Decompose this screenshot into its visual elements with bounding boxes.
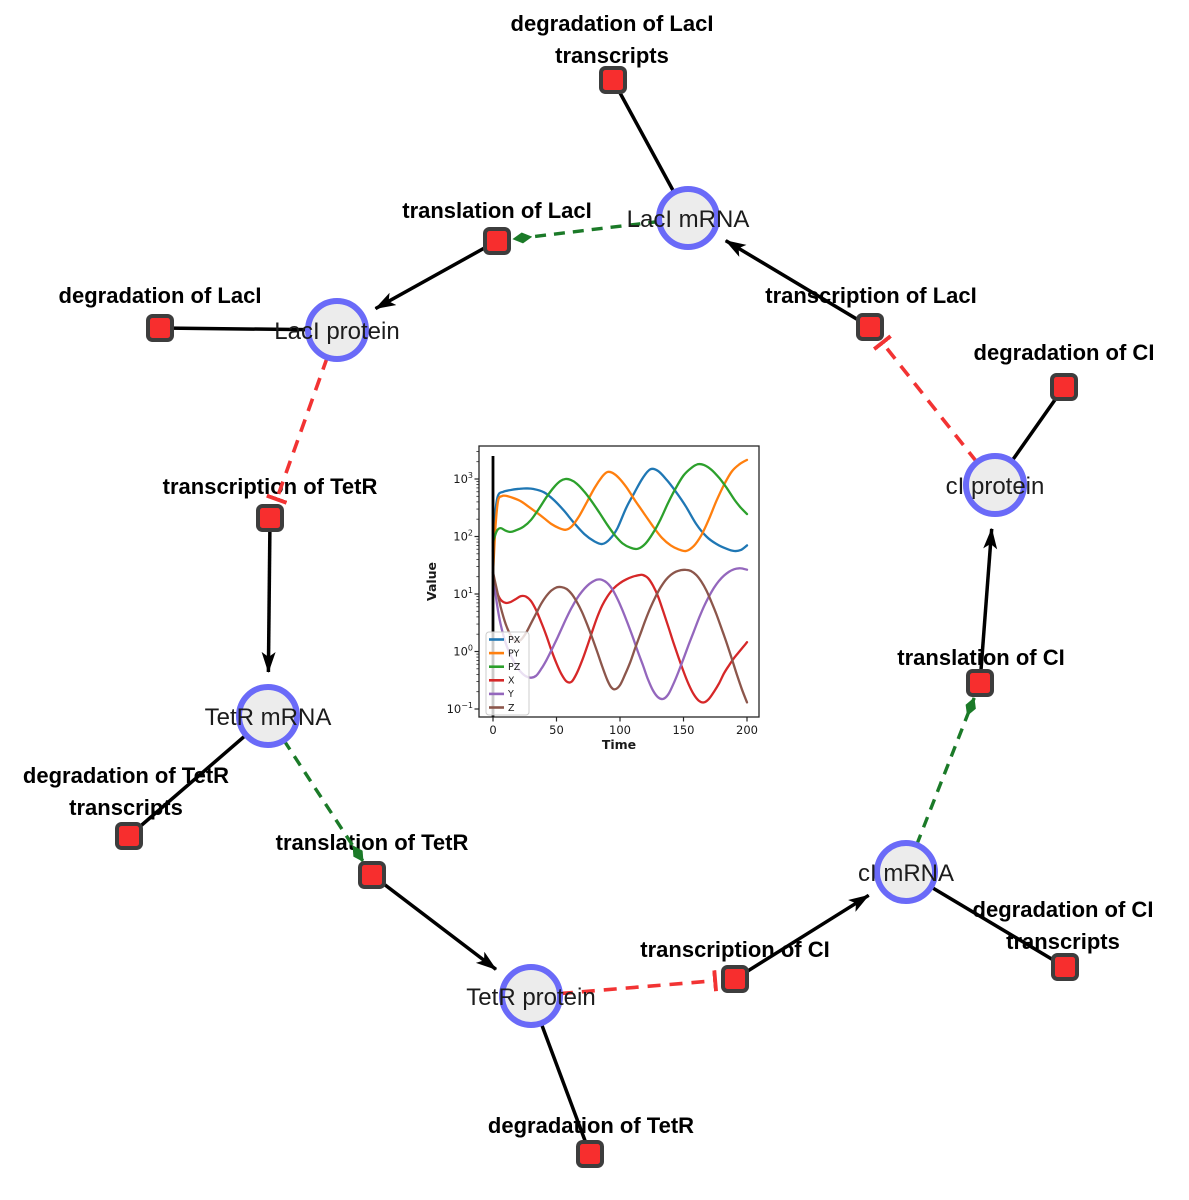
chart-legend: PX PY PZ XYZ xyxy=(485,631,530,716)
chart-legend-label-PZ: PZ xyxy=(508,662,521,673)
chart-x-axis-label: Time xyxy=(602,737,636,752)
chart-series-Y xyxy=(491,567,749,701)
reaction-label-deg-laci-tx: degradation of LacI xyxy=(511,11,714,36)
species-node-laci-prot xyxy=(305,298,369,362)
chart-series-PY xyxy=(491,458,749,576)
reaction-node-tc-laci xyxy=(856,313,884,341)
edge-modifier-ci-mrna--tl-ci xyxy=(915,697,976,846)
reaction-label-tc-ci: transcription of CI xyxy=(640,937,829,962)
chart-legend-label-PX: PX xyxy=(508,635,521,646)
chart-legend-label-Y: Y xyxy=(507,689,514,700)
chart-series-X xyxy=(491,573,749,704)
edge-production-tl-ci--ci-prot xyxy=(978,527,998,684)
edge-modifier-tetr-mrna--tl-tetr xyxy=(282,739,365,863)
edge-inhibition-tetr-prot--tc-ci xyxy=(559,970,718,996)
reaction-label-deg-tetr: degradation of TetR xyxy=(488,1113,694,1138)
reaction-label-tl-tetr: translation of TetR xyxy=(276,830,469,855)
reaction-node-deg-laci-tx xyxy=(599,66,627,94)
chart-y-tick-label-e1: 101 xyxy=(453,586,473,601)
reaction-node-deg-laci xyxy=(146,314,174,342)
reaction-label-deg-tetr-tx-line2: transcripts xyxy=(69,795,183,820)
reaction-label-deg-ci-tx: degradation of CI xyxy=(973,897,1154,922)
chart-series-group xyxy=(491,458,749,704)
species-label-ci-prot: cI protein xyxy=(946,473,1045,500)
species-label-laci-prot: LacI protein xyxy=(274,318,399,345)
chart-legend-label-X: X xyxy=(508,676,515,687)
chart-series-Z xyxy=(491,568,749,704)
reaction-node-tc-tetr xyxy=(256,504,284,532)
chart-x-tick-label-200: 200 xyxy=(736,723,758,737)
inset-chart: 0 50 100 150 200Time10−1100101102103ValuePXP… xyxy=(424,445,760,752)
chart-legend-label-PY: PY xyxy=(508,648,520,659)
reaction-node-deg-ci-tx xyxy=(1051,953,1079,981)
reaction-node-tl-tetr xyxy=(358,861,386,889)
species-node-tetr-prot xyxy=(499,964,563,1028)
chart-y-axis: 10−1 100 101 102 103 Value xyxy=(424,451,479,716)
reaction-label-tc-tetr: transcription of TetR xyxy=(163,474,378,499)
species-node-laci-mrna xyxy=(656,186,720,250)
edge-production-tc-tetr--tetr-mrna xyxy=(261,517,276,673)
chart-x-tick-label-150: 150 xyxy=(673,723,695,737)
chart-x-tick-label-50: 50 xyxy=(549,723,564,737)
edge-production-tl-laci--laci-prot xyxy=(374,239,498,311)
species-node-tetr-mrna xyxy=(236,684,300,748)
chart-y-tick-label-e-1: 10−1 xyxy=(447,701,473,716)
edge-inhibition-ci-prot--tc-laci xyxy=(872,334,979,464)
chart-spines xyxy=(478,445,760,718)
reaction-node-deg-tetr xyxy=(576,1140,604,1168)
nodes xyxy=(115,66,1079,1168)
edges xyxy=(127,79,1066,1155)
edge-production-tc-laci--laci-mrna xyxy=(724,239,871,329)
species-label-ci-mrna: cI mRNA xyxy=(858,860,954,887)
reaction-node-deg-ci xyxy=(1050,373,1078,401)
reaction-node-tl-ci xyxy=(966,669,994,697)
chart-series-PZ xyxy=(491,462,749,551)
species-node-ci-prot xyxy=(963,453,1027,517)
chart-y-tick-label-e3: 103 xyxy=(453,471,473,486)
edge-inhibition-laci-prot--tc-tetr xyxy=(266,356,329,505)
species-node-ci-mrna xyxy=(874,840,938,904)
reaction-label-tl-laci: translation of LacI xyxy=(402,198,591,223)
chart-y-tick-label-e2: 102 xyxy=(453,529,473,544)
species-labels: LacI mRNA LacI protein TetR mRNA TetR prote… xyxy=(205,206,1045,1011)
reaction-labels: degradation of LacI transcripts translatio… xyxy=(23,11,1155,1138)
chart-x-tick-label-0: 0 xyxy=(489,723,496,737)
chart-x-tick-label-100: 100 xyxy=(609,723,631,737)
species-label-laci-mrna: LacI mRNA xyxy=(627,206,750,233)
reaction-label-tc-laci: transcription of LacI xyxy=(765,283,976,308)
edge-production-tc-ci--ci-mrna xyxy=(734,893,870,981)
edge-production-tl-tetr--tetr-prot xyxy=(370,873,498,971)
reaction-label-deg-ci: degradation of CI xyxy=(974,340,1155,365)
chart-y-axis-label: Value xyxy=(424,562,439,601)
reaction-label-deg-laci-tx-line2: transcripts xyxy=(555,43,669,68)
chart-legend-label-Z: Z xyxy=(508,703,515,714)
chart-x-axis: 0 50 100 150 200 Time xyxy=(489,717,758,752)
reaction-node-tl-laci xyxy=(483,227,511,255)
chart-y-tick-label-e0: 100 xyxy=(453,644,473,659)
reaction-node-deg-tetr-tx xyxy=(115,822,143,850)
species-label-tetr-prot: TetR protein xyxy=(466,984,595,1011)
reaction-label-deg-laci: degradation of LacI xyxy=(59,283,262,308)
species-label-tetr-mrna: TetR mRNA xyxy=(205,704,332,731)
edge-modifier-laci-mrna--tl-laci xyxy=(512,219,660,244)
reaction-label-deg-tetr-tx: degradation of TetR xyxy=(23,763,229,788)
reaction-node-tc-ci xyxy=(721,965,749,993)
